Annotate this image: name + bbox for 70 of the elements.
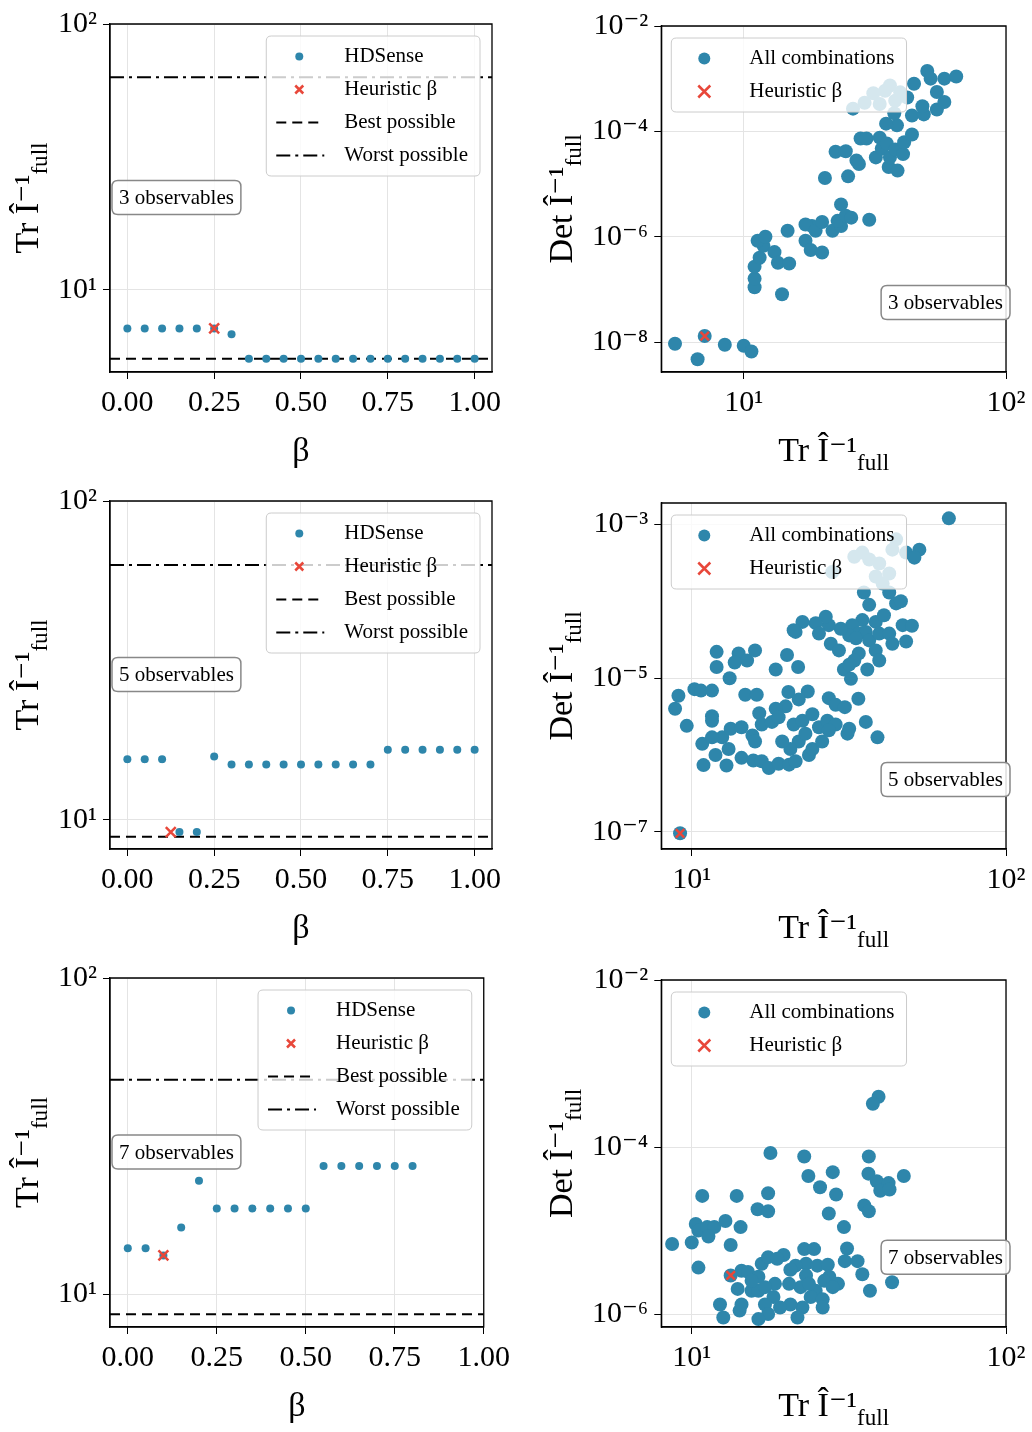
legend-label: Heuristic β xyxy=(749,555,843,580)
y-tick-label: 10⁻² xyxy=(593,6,649,40)
y-tick-label: 10⁻² xyxy=(593,960,649,994)
legend-label: Heuristic β xyxy=(336,1030,429,1055)
legend-label: All combinations xyxy=(749,999,895,1024)
x-tick-label: 10¹ xyxy=(724,383,764,417)
annotation: 3 observables xyxy=(118,185,234,210)
x-tick-label: 0.00 xyxy=(101,383,154,417)
y-axis-title: Det Î⁻¹full xyxy=(542,134,586,264)
y-tick-label: 10⁻⁷ xyxy=(592,812,649,846)
x-tick-label: 0.75 xyxy=(361,383,415,417)
legend-label: Worst possible xyxy=(344,142,469,167)
legend-label: Heuristic β xyxy=(749,78,843,103)
annotation: 7 observables xyxy=(888,1244,1004,1269)
x-tick-label: 0.00 xyxy=(101,1338,155,1372)
legend-label: HDSense xyxy=(344,43,424,68)
legend-label: Best possible xyxy=(336,1063,448,1088)
legend-label: HDSense xyxy=(344,520,424,545)
y-tick-label: 10⁻⁶ xyxy=(592,217,649,251)
legend-label: All combinations xyxy=(749,45,895,70)
y-tick-label: 10¹ xyxy=(57,800,97,834)
y-tick-label: 10² xyxy=(57,4,97,38)
x-tick-label: 0.50 xyxy=(274,383,328,417)
y-tick-label: 10⁻⁶ xyxy=(592,1294,649,1328)
legend-label: Worst possible xyxy=(336,1096,460,1121)
x-tick-label: 1.00 xyxy=(448,383,501,417)
legend-label: Heuristic β xyxy=(344,553,438,578)
legend-label: Worst possible xyxy=(344,619,469,644)
annotation: 5 observables xyxy=(888,767,1004,792)
x-tick-label: 0.25 xyxy=(187,860,241,894)
x-tick-label: 10² xyxy=(986,383,1026,417)
x-axis-title: β xyxy=(292,431,310,468)
y-tick-label: 10² xyxy=(57,958,97,992)
y-tick-label: 10⁻⁸ xyxy=(592,322,649,356)
legend-label: HDSense xyxy=(336,997,416,1022)
x-tick-label: 1.00 xyxy=(448,860,501,894)
legend-label: Best possible xyxy=(344,109,456,134)
legend-label: Heuristic β xyxy=(749,1032,843,1057)
x-tick-label: 0.75 xyxy=(361,860,415,894)
x-axis-title: β xyxy=(292,908,310,945)
y-tick-label: 10¹ xyxy=(57,1275,97,1309)
legend-label: Best possible xyxy=(344,586,456,611)
annotation: 7 observables xyxy=(118,1139,234,1164)
x-axis-title: β xyxy=(288,1386,306,1423)
y-axis-title: Tr Î⁻¹full xyxy=(8,142,52,254)
y-tick-label: 10⁻⁵ xyxy=(592,659,649,693)
y-tick-label: 10⁻³ xyxy=(593,505,649,539)
x-tick-label: 0.25 xyxy=(190,1338,244,1372)
x-tick-label: 0.25 xyxy=(187,383,241,417)
x-tick-label: 0.00 xyxy=(101,860,154,894)
x-tick-label: 10² xyxy=(986,1338,1026,1372)
y-axis-title: Tr Î⁻¹full xyxy=(8,619,52,731)
y-axis-title: Tr Î⁻¹full xyxy=(8,1097,52,1208)
annotation: 5 observables xyxy=(118,662,234,687)
annotation: 3 observables xyxy=(888,290,1004,315)
y-axis-title: Det Î⁻¹full xyxy=(542,611,586,741)
x-tick-label: 1.00 xyxy=(457,1338,510,1372)
y-axis-title: Det Î⁻¹full xyxy=(542,1088,586,1219)
y-tick-label: 10⁻⁴ xyxy=(592,112,649,146)
x-tick-label: 0.75 xyxy=(368,1338,422,1372)
x-tick-label: 10² xyxy=(986,860,1026,894)
x-tick-label: 10¹ xyxy=(672,860,712,894)
x-tick-label: 10¹ xyxy=(672,1338,712,1372)
x-tick-label: 0.50 xyxy=(279,1338,333,1372)
legend-label: Heuristic β xyxy=(344,76,438,101)
x-tick-label: 0.50 xyxy=(274,860,328,894)
y-tick-label: 10⁻⁴ xyxy=(592,1127,649,1161)
y-tick-label: 10² xyxy=(57,481,97,515)
legend-label: All combinations xyxy=(749,522,895,547)
y-tick-label: 10¹ xyxy=(57,270,97,304)
